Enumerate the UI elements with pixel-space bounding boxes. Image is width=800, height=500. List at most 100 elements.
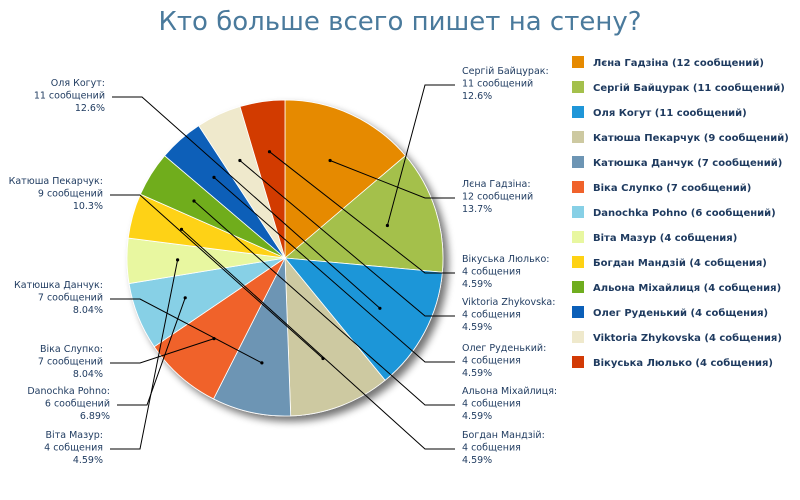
legend-swatch-7 xyxy=(572,206,584,218)
slice-5-callout-name: Катюшка Данчук: xyxy=(14,280,103,291)
legend-swatch-5 xyxy=(572,156,584,168)
slice-12-callout-name: Viktoria Zhykovska: xyxy=(462,297,555,308)
slice-5-callout-count: 7 сообщений xyxy=(38,293,103,304)
slice-9-callout-name: Богдан Мандзій: xyxy=(462,430,545,441)
slice-3-callout-percent: 12.6% xyxy=(75,103,105,114)
slice-1-callout-name: Лєна Гадзіна: xyxy=(462,179,531,190)
slice-2-callout-percent: 12.6% xyxy=(462,91,492,102)
slice-9-callout-percent: 4.59% xyxy=(462,455,492,466)
slice-1-callout-percent: 13.7% xyxy=(462,204,492,215)
slice-2 xyxy=(284,155,444,273)
slice-1-leader xyxy=(329,160,455,199)
slice-12-leader xyxy=(239,160,455,317)
slice-6-leader xyxy=(110,338,215,364)
slice-2-leader-dot xyxy=(385,223,389,228)
legend-label-12: Viktoria Zhykovska (4 собщения) xyxy=(593,332,782,344)
legend-swatch-9 xyxy=(572,256,584,268)
slice-12-leader-dot xyxy=(238,158,242,163)
legend-label-5: Катюшка Данчук (7 сообщений) xyxy=(593,157,782,169)
legend-swatch-6 xyxy=(572,181,584,193)
legend-label-4: Катюша Пекарчук (9 сообщений) xyxy=(593,132,789,144)
legend-label-13: Вікуська Люлько (4 собщения) xyxy=(593,357,773,369)
slice-4-callout-percent: 10.3% xyxy=(73,201,103,212)
slice-13-leader xyxy=(269,151,455,274)
slice-11-leader xyxy=(213,177,455,363)
slice-8-callout-count: 4 собщения xyxy=(44,443,103,454)
slice-13-leader-dot xyxy=(267,150,272,154)
slice-12-callout-percent: 4.59% xyxy=(462,322,492,333)
slice-6-leader-dot xyxy=(212,337,216,341)
legend: Лєна Гадзіна (12 сообщений) Сергій Байцур… xyxy=(572,56,789,369)
slice-3 xyxy=(284,257,443,381)
slice-3-callout-count: 11 сообщений xyxy=(34,91,105,102)
slice-6-callout-name: Віка Слупко: xyxy=(40,344,103,355)
slice-5-callout-percent: 8.04% xyxy=(73,305,103,316)
slice-1 xyxy=(284,99,406,259)
slice-4 xyxy=(284,256,386,417)
slice-5-leader-dot xyxy=(260,361,264,365)
slice-9-leader xyxy=(181,228,455,450)
slice-10-callout-name: Альона Міхайлиця: xyxy=(462,386,557,397)
slice-9-callout-count: 4 собщения xyxy=(462,443,521,454)
legend-label-3: Оля Когут (11 сообщений) xyxy=(593,107,747,119)
slice-12-callout-count: 4 собщения xyxy=(462,310,521,321)
slice-8-callout-percent: 4.59% xyxy=(73,455,103,466)
slice-3-callout-name: Оля Когут: xyxy=(51,78,105,89)
legend-label-1: Лєна Гадзіна (12 сообщений) xyxy=(593,57,764,69)
legend-swatch-1 xyxy=(572,56,584,68)
legend-swatch-2 xyxy=(572,81,584,93)
slice-7-leader xyxy=(117,297,186,406)
slice-10-leader xyxy=(193,200,455,406)
slice-4-callout-count: 9 сообщений xyxy=(38,189,103,200)
slice-10-leader-dot xyxy=(192,199,196,203)
slice-13-callout-percent: 4.59% xyxy=(462,279,492,290)
slice-13-callout-count: 4 собщения xyxy=(462,267,521,278)
slice-11-callout-count: 4 собщения xyxy=(462,356,521,367)
slice-1-leader-dot xyxy=(328,158,332,163)
legend-swatch-10 xyxy=(572,281,584,293)
slice-6-callout-count: 7 сообщений xyxy=(38,357,103,368)
slice-5-leader xyxy=(110,298,263,364)
slice-13-callout-name: Вікуська Люлько: xyxy=(462,254,549,265)
legend-label-8: Віта Мазур (4 собщения) xyxy=(593,232,737,244)
pie-slices xyxy=(126,99,444,417)
slice-8-leader xyxy=(110,259,179,450)
slice-3-leader-dot xyxy=(378,306,382,310)
slice-4-callout-name: Катюша Пекарчук: xyxy=(9,176,103,187)
legend-label-2: Сергій Байцурак (11 сообщений) xyxy=(593,82,785,94)
slice-7-callout-name: Danochka Pohno: xyxy=(27,386,110,397)
slice-11-callout-name: Олег Руденький: xyxy=(462,343,546,354)
slice-2-leader xyxy=(386,84,455,226)
slice-7-callout-count: 6 сообщений xyxy=(45,399,110,410)
slice-10-callout-count: 4 собщения xyxy=(462,399,521,410)
slice-8-callout-name: Віта Мазур: xyxy=(46,430,103,441)
slice-4-leader xyxy=(110,194,324,359)
legend-swatch-13 xyxy=(572,356,584,368)
slice-1-callout-count: 12 сообщений xyxy=(462,192,533,203)
legend-label-10: Альона Міхайлиця (4 собщения) xyxy=(593,282,781,294)
slice-8-leader-dot xyxy=(176,258,180,262)
slice-7-callout-percent: 6.89% xyxy=(80,411,110,422)
legend-label-6: Віка Слупко (7 сообщений) xyxy=(593,182,751,194)
slice-9-leader-dot xyxy=(179,227,184,231)
chart-title: Кто больше всего пишет на стену? xyxy=(158,7,641,37)
slice-7-leader-dot xyxy=(183,296,187,300)
slice-10-callout-percent: 4.59% xyxy=(462,411,492,422)
legend-swatch-3 xyxy=(572,106,584,118)
legend-label-7: Danochka Pohno (6 сообщений) xyxy=(593,207,776,219)
slice-11-callout-percent: 4.59% xyxy=(462,368,492,379)
legend-label-11: Олег Руденький (4 собщения) xyxy=(593,307,768,319)
legend-swatch-11 xyxy=(572,306,584,318)
legend-swatch-8 xyxy=(572,231,584,243)
slice-11-leader-dot xyxy=(212,175,216,179)
slice-3-leader xyxy=(112,96,381,309)
legend-label-9: Богдан Мандзій (4 собщения) xyxy=(593,257,767,269)
legend-swatch-4 xyxy=(572,131,584,143)
slice-6-callout-percent: 8.04% xyxy=(73,369,103,380)
legend-swatch-12 xyxy=(572,331,584,343)
callout-leaders xyxy=(110,84,455,450)
slice-2-callout-name: Сергій Байцурак: xyxy=(462,66,549,77)
slice-2-callout-count: 11 сообщений xyxy=(462,79,533,90)
